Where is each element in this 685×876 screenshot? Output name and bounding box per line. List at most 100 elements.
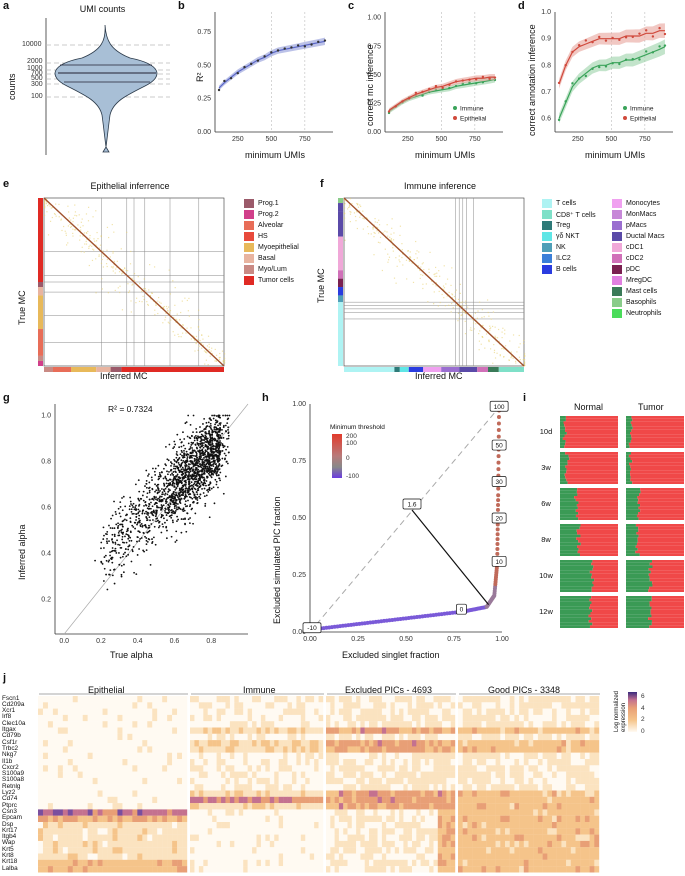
matrix-cell bbox=[89, 234, 91, 237]
matrix-cell bbox=[460, 305, 463, 307]
data-point bbox=[118, 563, 121, 566]
matrix-cell bbox=[178, 319, 181, 321]
heatmap-cell bbox=[547, 740, 553, 747]
heatmap-cell bbox=[127, 771, 133, 778]
matrix-cell bbox=[359, 216, 361, 218]
heatmap-cell bbox=[77, 777, 83, 785]
matrix-cell bbox=[224, 362, 226, 364]
heatmap-cell bbox=[458, 696, 463, 703]
heatmap-cell bbox=[356, 702, 361, 709]
data-point bbox=[206, 471, 209, 474]
y-tick-label: 0.25 bbox=[197, 96, 211, 103]
heatmap-cell bbox=[107, 702, 113, 709]
heatmap-cell bbox=[490, 721, 496, 728]
heatmap-cell bbox=[347, 777, 352, 785]
data-point bbox=[121, 525, 124, 528]
matrix-cell bbox=[377, 241, 380, 243]
heatmap-cell bbox=[305, 765, 310, 772]
heatmap-cell bbox=[556, 727, 562, 734]
heatmap-cell bbox=[309, 759, 315, 766]
heatmap-cell bbox=[442, 708, 447, 715]
heatmap-cell bbox=[167, 777, 173, 785]
green-fraction-bar bbox=[626, 452, 631, 455]
confusion-matrix-immune bbox=[338, 197, 526, 372]
heatmap-cell bbox=[296, 702, 302, 709]
heatmap-cell bbox=[72, 765, 78, 772]
heatmap-cell bbox=[547, 727, 553, 734]
heatmap-cell bbox=[519, 771, 524, 778]
heatmap-cell bbox=[481, 765, 487, 772]
heatmap-cell bbox=[57, 721, 64, 728]
heatmap-cell bbox=[182, 777, 188, 785]
green-fraction-bar bbox=[560, 604, 591, 607]
heatmap-cell bbox=[394, 721, 400, 728]
heatmap-cell bbox=[127, 696, 133, 703]
heatmap-cell bbox=[514, 740, 520, 747]
heatmap-cell bbox=[198, 733, 204, 741]
heatmap-cell bbox=[102, 746, 108, 753]
red-fraction-bar bbox=[638, 529, 684, 532]
matrix-cell bbox=[61, 229, 63, 232]
matrix-cell bbox=[151, 292, 153, 295]
heatmap-cell bbox=[373, 746, 378, 753]
data-point bbox=[658, 45, 661, 48]
data-point bbox=[571, 82, 574, 85]
green-fraction-bar bbox=[626, 576, 650, 579]
data-point bbox=[208, 516, 211, 519]
heatmap-cell bbox=[300, 721, 306, 728]
threshold-label-box bbox=[491, 512, 507, 524]
matrix-cell bbox=[399, 234, 401, 237]
green-fraction-bar bbox=[626, 542, 637, 546]
heatmap-cell bbox=[523, 759, 529, 766]
heatmap-cell bbox=[314, 696, 319, 703]
panel-label: h bbox=[262, 392, 269, 404]
red-fraction-bar bbox=[637, 548, 684, 551]
heatmap-cell bbox=[429, 714, 434, 722]
scatter-plot: 1.00.80.60.40.20.0 0.2 0.4 0.6 0.8 bbox=[41, 403, 249, 645]
data-point bbox=[276, 49, 280, 52]
gene-label: Trbc2 bbox=[2, 744, 19, 752]
green-fraction-bar bbox=[626, 470, 631, 474]
heatmap-cell bbox=[505, 714, 510, 722]
heatmap-cell bbox=[442, 721, 447, 728]
legend-item: Treg bbox=[542, 220, 596, 231]
heatmap-cell bbox=[594, 727, 600, 734]
heatmap-cell bbox=[318, 765, 324, 772]
column-annotation bbox=[488, 367, 499, 372]
heatmap-cell bbox=[252, 696, 257, 703]
matrix-cell bbox=[180, 336, 182, 338]
data-point bbox=[176, 466, 179, 469]
matrix-cell bbox=[451, 297, 453, 299]
green-fraction-bar bbox=[560, 596, 592, 599]
red-fraction-bar bbox=[649, 601, 684, 604]
heatmap-cell bbox=[351, 733, 357, 741]
matrix-cell bbox=[399, 225, 402, 227]
heatmap-cell bbox=[287, 721, 293, 728]
heatmap-cell bbox=[137, 771, 143, 778]
matrix-cell bbox=[160, 302, 162, 304]
green-fraction-bar bbox=[560, 553, 580, 556]
data-point bbox=[173, 475, 176, 478]
red-fraction-bar bbox=[579, 553, 618, 556]
data-point bbox=[191, 462, 194, 465]
data-point bbox=[215, 483, 218, 486]
heatmap-cell bbox=[580, 733, 586, 741]
data-point bbox=[136, 523, 138, 526]
red-fraction-bar bbox=[589, 570, 618, 574]
green-fraction-bar bbox=[626, 421, 631, 424]
data-point bbox=[128, 508, 131, 511]
heatmap-cell bbox=[57, 752, 64, 760]
heatmap-cell bbox=[386, 702, 391, 709]
matrix-cell bbox=[112, 267, 114, 269]
green-fraction-bar bbox=[626, 465, 631, 468]
data-point bbox=[105, 573, 107, 576]
red-fraction-bar bbox=[630, 468, 684, 471]
threshold-label: 10 bbox=[496, 559, 504, 566]
heatmap-cell bbox=[495, 771, 501, 778]
green-fraction-bar bbox=[560, 550, 578, 554]
data-point bbox=[212, 431, 214, 434]
heatmap-cell bbox=[330, 714, 335, 722]
matrix-cell bbox=[362, 210, 364, 212]
matrix-cell bbox=[154, 309, 156, 311]
heatmap-cell bbox=[38, 708, 44, 715]
